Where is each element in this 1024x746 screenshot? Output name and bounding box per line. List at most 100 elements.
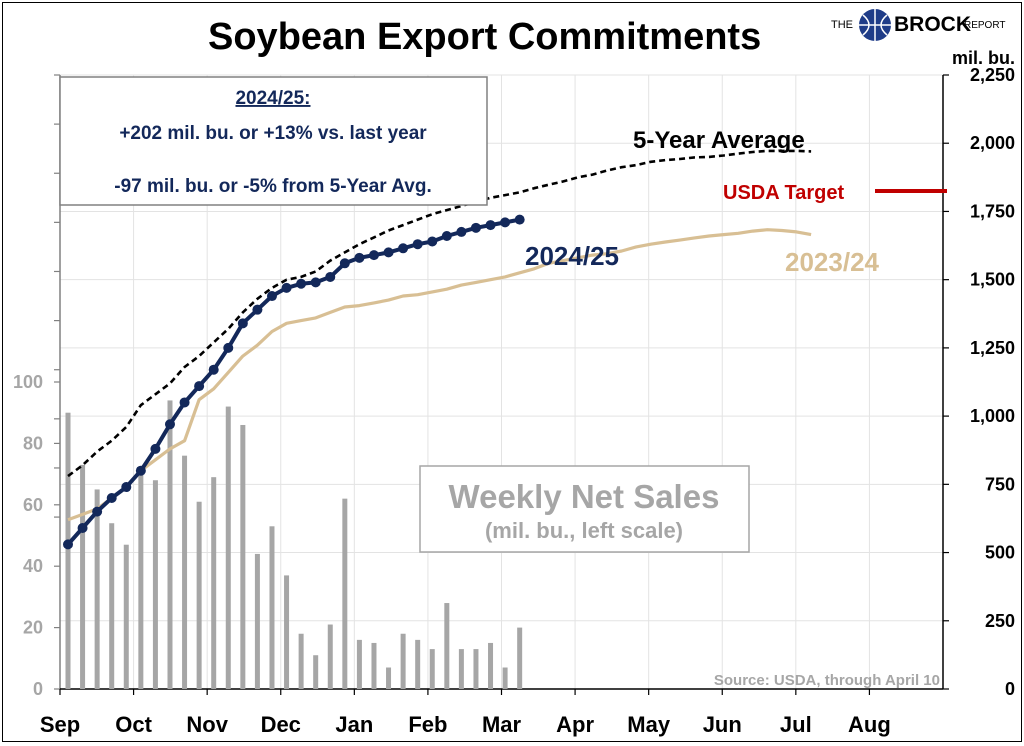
right-tick-label: 500: [985, 543, 1015, 563]
globe-grid-icon: [859, 9, 891, 41]
weekly-sales-bar: [415, 639, 421, 689]
series-point: [427, 236, 438, 247]
series-point: [194, 381, 205, 392]
weekly-sales-bar: [196, 501, 202, 689]
weekly-sales-bar: [473, 649, 479, 689]
usda-target-label: USDA Target: [723, 182, 844, 204]
weekly-sales-bar: [80, 464, 86, 689]
series-point: [208, 364, 219, 375]
month-label: May: [627, 712, 671, 737]
weekly-sales-title: Weekly Net Sales: [449, 478, 720, 515]
weekly-sales-bar: [65, 412, 71, 689]
right-tick-label: 1,000: [970, 406, 1015, 426]
series-label-2024-25: 2024/25: [525, 241, 619, 271]
weekly-sales-bar: [225, 406, 231, 689]
annotation-line-1: +202 mil. bu. or +13% vs. last year: [119, 123, 427, 144]
brand-report: REPORT: [964, 20, 1006, 31]
right-tick-label: 1,500: [970, 270, 1015, 290]
series-point: [470, 222, 481, 233]
series-point: [339, 258, 350, 269]
series-point: [281, 282, 292, 293]
month-label: Jun: [703, 712, 742, 737]
series-point: [500, 217, 511, 228]
weekly-sales-bar: [138, 467, 144, 689]
series-point: [135, 465, 146, 476]
weekly-sales-bar: [488, 642, 494, 689]
series-point: [325, 271, 336, 282]
right-tick-label: 2,250: [970, 65, 1015, 85]
weekly-sales-bar: [429, 649, 435, 689]
series-point: [150, 443, 161, 454]
series-label-2023-24: 2023/24: [785, 247, 880, 277]
series-point: [164, 419, 175, 430]
series-point: [237, 318, 248, 329]
left-tick-label: 20: [23, 618, 43, 638]
series-point: [77, 522, 88, 533]
month-label: Nov: [186, 712, 228, 737]
annotation-heading: 2024/25:: [235, 88, 310, 109]
series-label-5yr: 5-Year Average: [633, 127, 805, 154]
series-point: [514, 214, 525, 225]
brand-logo: THE BROCK REPORT: [831, 9, 1006, 41]
weekly-sales-bar: [458, 649, 464, 689]
weekly-sales-bar: [371, 642, 377, 689]
weekly-sales-bar: [109, 523, 115, 689]
month-label: Aug: [848, 712, 891, 737]
chart-canvas: Soybean Export Commitments THE BROCK REP…: [13, 9, 1015, 737]
tick-labels: 0 250 500 750 1,000 1,250 1,500 1,750 2,000 2,250…: [13, 65, 1015, 737]
series-point: [398, 243, 409, 254]
weekly-sales-bar: [269, 526, 275, 689]
weekly-sales-bar: [94, 489, 100, 689]
weekly-sales-bar: [356, 639, 362, 689]
weekly-sales-bar: [211, 477, 217, 689]
left-tick-label: 0: [33, 679, 43, 699]
weekly-sales-bar: [298, 633, 304, 689]
right-axis-unit: mil. bu.: [952, 48, 1015, 68]
series-point: [223, 342, 234, 353]
weekly-sales-bar: [240, 424, 246, 689]
month-label: Jul: [780, 712, 812, 737]
series-point: [179, 397, 190, 408]
right-tick-label: 750: [985, 474, 1015, 494]
weekly-sales-bar: [182, 455, 188, 689]
left-tick-label: 80: [23, 433, 43, 453]
month-label: Sep: [40, 712, 80, 737]
weekly-sales-bar: [327, 624, 333, 689]
series-point: [485, 220, 496, 231]
brand-the: THE: [831, 19, 853, 31]
weekly-sales-bar: [502, 667, 508, 689]
left-tick-label: 100: [13, 372, 43, 392]
weekly-sales-bar: [517, 627, 523, 689]
series-point: [368, 250, 379, 261]
left-tick-label: 40: [23, 556, 43, 576]
month-label: Apr: [556, 712, 594, 737]
right-tick-label: 1,250: [970, 338, 1015, 358]
series-point: [296, 278, 307, 289]
weekly-sales-bar: [254, 553, 260, 689]
series-point: [106, 492, 117, 503]
right-tick-label: 2,000: [970, 133, 1015, 153]
weekly-sales-bar: [313, 655, 319, 689]
weekly-sales-subtitle: (mil. bu., left scale): [485, 518, 683, 543]
series-line: [67, 228, 812, 522]
source-note: Source: USDA, through April 10: [714, 672, 940, 689]
weekly-sales-bar: [342, 498, 348, 689]
series-point: [63, 539, 73, 550]
series-point: [266, 291, 277, 302]
month-label: Mar: [482, 712, 522, 737]
series-point: [252, 304, 263, 315]
weekly-sales-bar: [284, 575, 290, 689]
month-label: Feb: [408, 712, 447, 737]
weekly-sales-bar: [444, 603, 450, 689]
month-label: Oct: [115, 712, 152, 737]
chart-title: Soybean Export Commitments: [208, 16, 761, 58]
weekly-sales-label-box: Weekly Net Sales (mil. bu., left scale): [419, 465, 750, 553]
series-point: [92, 506, 103, 517]
right-tick-label: 250: [985, 611, 1015, 631]
right-tick-label: 0: [1005, 679, 1015, 699]
month-label: Dec: [261, 712, 301, 737]
annotation-box: 2024/25: +202 mil. bu. or +13% vs. last …: [59, 76, 488, 206]
brand-brock: BROCK: [894, 13, 971, 36]
series-line: [67, 149, 812, 478]
